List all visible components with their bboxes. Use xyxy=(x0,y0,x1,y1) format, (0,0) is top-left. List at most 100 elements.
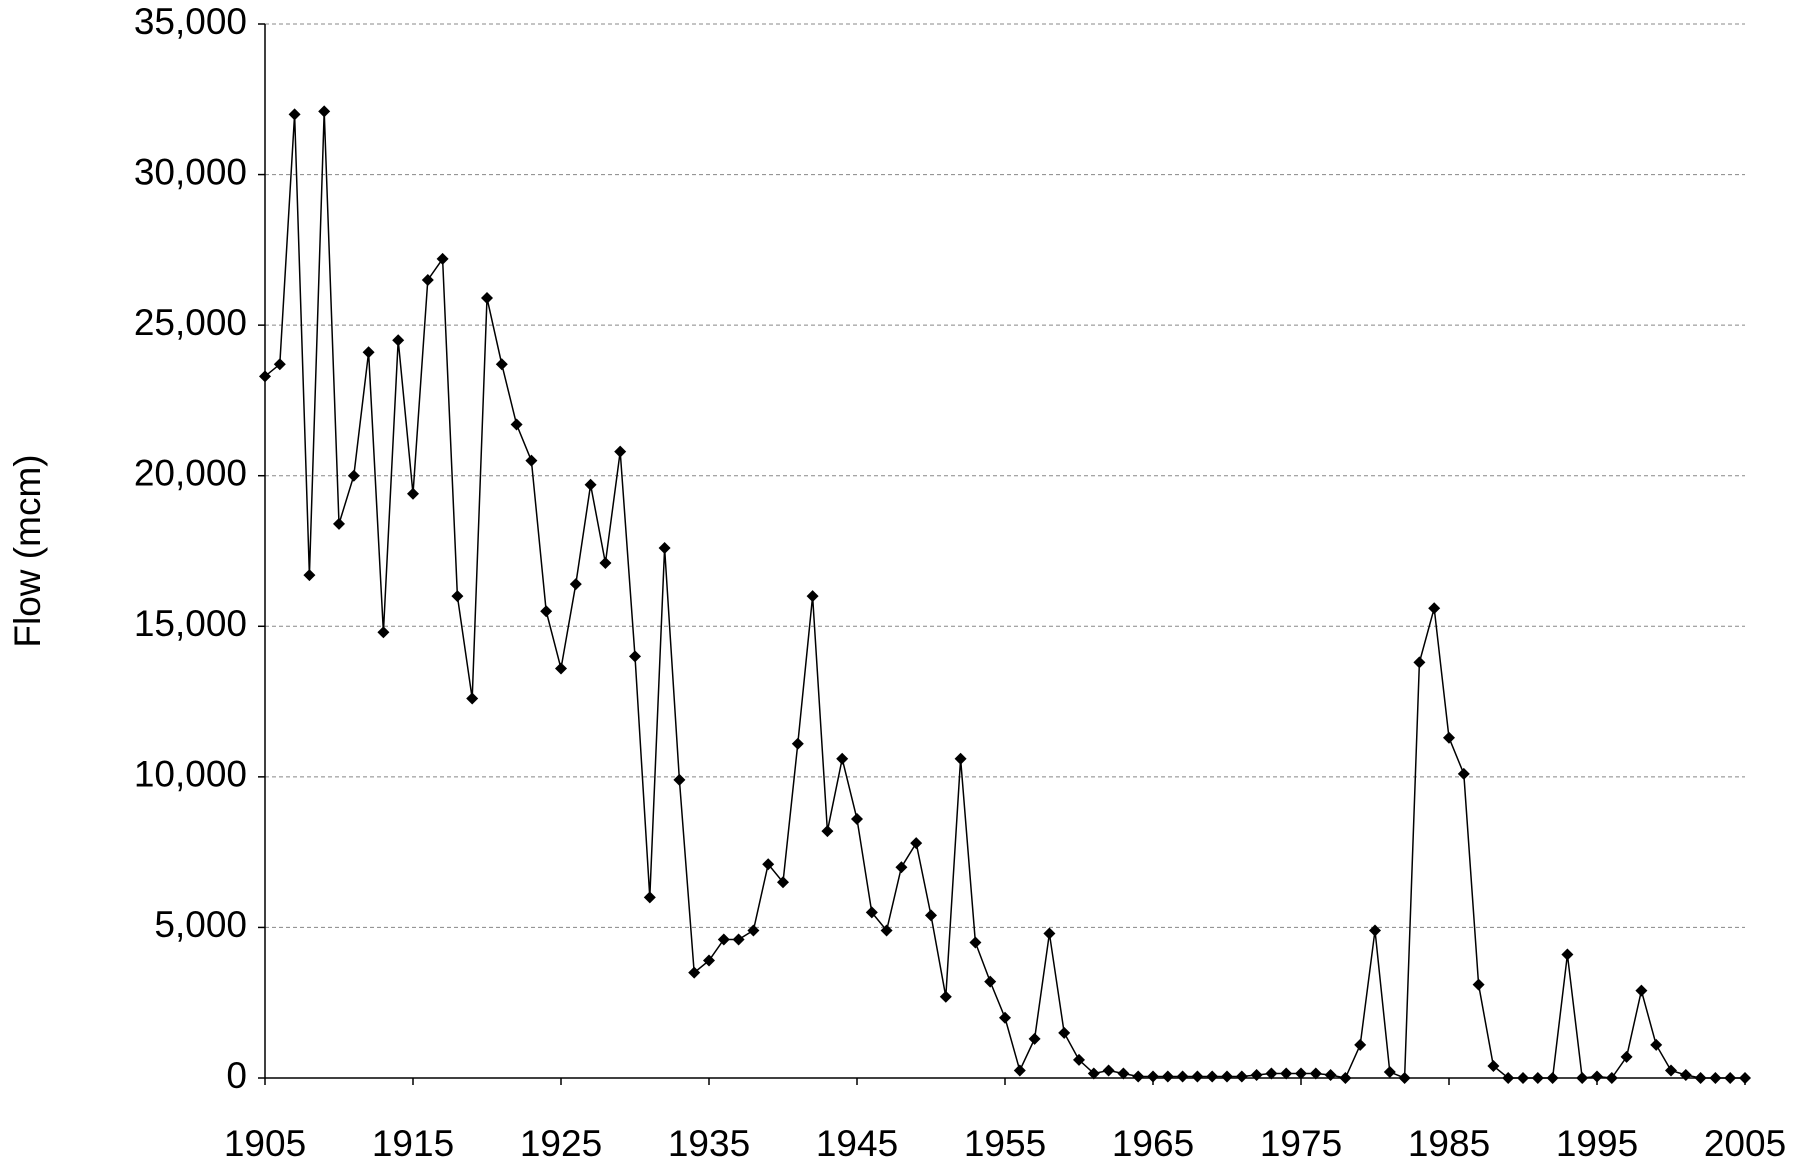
data-point xyxy=(777,876,789,889)
data-point xyxy=(436,252,449,265)
data-point xyxy=(1724,1072,1737,1084)
data-point xyxy=(984,975,997,988)
data-point xyxy=(303,569,316,582)
y-tick-label: 20,000 xyxy=(134,452,247,493)
data-point xyxy=(407,487,419,500)
data-point xyxy=(569,578,582,591)
data-point xyxy=(673,773,686,786)
data-point xyxy=(1383,1065,1396,1078)
data-point xyxy=(806,590,819,603)
data-point xyxy=(880,924,893,937)
data-point xyxy=(1679,1068,1692,1081)
data-point xyxy=(1398,1072,1411,1084)
data-point xyxy=(1191,1070,1204,1083)
data-point xyxy=(347,469,360,482)
x-tick-label: 1935 xyxy=(668,1123,750,1164)
data-point xyxy=(643,891,656,904)
data-point xyxy=(1013,1064,1026,1077)
x-tick-label: 1945 xyxy=(816,1123,898,1164)
data-point xyxy=(1457,767,1470,780)
data-point xyxy=(717,933,730,946)
data-point xyxy=(1295,1067,1307,1080)
data-point xyxy=(954,752,967,765)
data-point xyxy=(614,445,627,458)
data-point xyxy=(495,358,508,371)
data-point xyxy=(288,108,301,121)
data-point xyxy=(1147,1070,1159,1083)
data-point xyxy=(732,933,745,946)
data-point xyxy=(1443,731,1455,744)
data-point xyxy=(1517,1072,1529,1084)
y-tick-label: 25,000 xyxy=(134,302,247,343)
data-point xyxy=(1354,1038,1367,1051)
x-tick-label: 1965 xyxy=(1112,1123,1194,1164)
data-point xyxy=(1339,1072,1352,1084)
data-point xyxy=(510,418,523,431)
data-point xyxy=(1221,1070,1233,1083)
data-point xyxy=(1665,1064,1677,1077)
data-point xyxy=(703,954,715,967)
x-tick-label: 1905 xyxy=(224,1123,306,1164)
data-line xyxy=(264,111,1745,1080)
data-point xyxy=(1472,978,1485,991)
data-point xyxy=(1028,1032,1041,1045)
data-point xyxy=(658,541,671,554)
data-point xyxy=(1265,1067,1278,1080)
data-point xyxy=(259,370,271,383)
data-point xyxy=(1369,924,1381,937)
data-point xyxy=(791,737,804,750)
data-point xyxy=(392,334,405,347)
data-point xyxy=(1502,1072,1515,1084)
data-point xyxy=(1650,1038,1663,1051)
data-point xyxy=(1073,1053,1085,1066)
data-point xyxy=(362,346,375,359)
data-point xyxy=(1206,1070,1219,1083)
data-point xyxy=(1428,602,1441,615)
data-point xyxy=(451,590,464,603)
y-tick-label: 15,000 xyxy=(134,603,247,644)
data-point xyxy=(1161,1070,1174,1083)
data-point xyxy=(895,861,908,874)
data-point xyxy=(481,292,493,305)
data-point xyxy=(688,966,701,979)
data-point xyxy=(747,924,760,937)
data-point xyxy=(555,662,567,675)
y-tick-label: 10,000 xyxy=(134,754,247,795)
data-point xyxy=(584,478,597,491)
data-point xyxy=(1102,1064,1115,1077)
x-tick-label: 2005 xyxy=(1704,1123,1786,1164)
data-point xyxy=(1324,1068,1337,1081)
y-tick-label: 0 xyxy=(226,1055,247,1096)
x-tick-label: 1975 xyxy=(1260,1123,1342,1164)
data-point xyxy=(421,273,434,286)
data-point xyxy=(377,626,390,639)
x-tick-label: 1925 xyxy=(520,1123,602,1164)
x-tick-label: 1955 xyxy=(964,1123,1046,1164)
data-point xyxy=(1087,1067,1100,1080)
data-point xyxy=(1280,1067,1293,1080)
data-point xyxy=(969,936,982,949)
data-point xyxy=(865,906,878,919)
data-point xyxy=(999,1011,1011,1024)
data-point xyxy=(1250,1068,1263,1081)
data-point xyxy=(1176,1070,1189,1083)
data-point xyxy=(910,837,923,850)
data-point xyxy=(273,358,286,371)
data-point xyxy=(1132,1070,1145,1083)
data-point xyxy=(1576,1072,1589,1084)
data-point xyxy=(1591,1070,1603,1083)
data-point xyxy=(762,858,775,871)
x-tick-label: 1995 xyxy=(1556,1123,1638,1164)
data-point xyxy=(1058,1026,1071,1039)
data-point xyxy=(1043,927,1056,940)
x-tick-label: 1985 xyxy=(1408,1123,1490,1164)
data-point xyxy=(939,990,952,1003)
data-point xyxy=(1739,1072,1751,1084)
y-axis-label: Flow (mcm) xyxy=(7,454,48,647)
y-tick-label: 35,000 xyxy=(134,1,247,42)
data-point xyxy=(851,813,863,826)
data-point xyxy=(1561,948,1574,961)
data-point xyxy=(821,825,834,838)
